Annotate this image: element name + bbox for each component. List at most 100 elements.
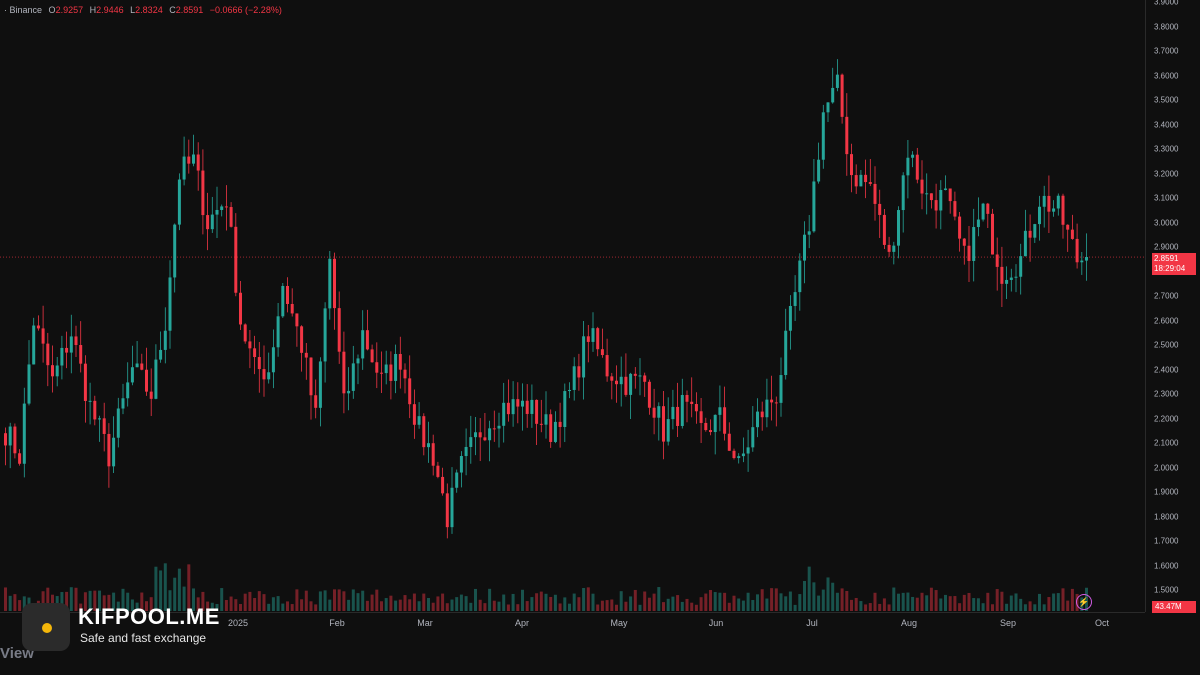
volume-bar [713,592,717,611]
watermark-title: KIFPOOL.ME [78,604,220,629]
candle-body [864,174,868,183]
candle-body [948,188,952,202]
candle-body [304,352,308,358]
volume-bar [8,595,12,611]
volume-bar [1056,593,1060,611]
volume-bar [586,587,590,611]
price-tick-label: 3.8000 [1154,22,1179,31]
time-scale[interactable]: 2025 Feb Mar Apr May Jun Jul Aug Sep Oct [0,612,1145,633]
time-tick-label: Feb [329,618,345,628]
volume-bar [962,594,966,611]
candle-body [765,399,769,418]
logo-dot-icon [42,623,52,633]
candle-body [577,366,581,378]
volume-bar [859,601,863,611]
candle-body [281,285,285,317]
candle-body [901,175,905,211]
volume-bar [1033,604,1037,611]
volume-bar [286,601,289,611]
candle-body [253,348,257,358]
volume-bar [459,594,463,611]
candle-body [431,443,435,466]
volume-bar [525,601,529,611]
chart-area[interactable] [0,0,1145,612]
candle-body [79,345,83,364]
candle-body [760,411,764,418]
candle-body [427,443,430,448]
candle-body [159,349,163,360]
time-tick-label: Mar [417,618,433,628]
price-scale[interactable]: 3.9000 3.8000 3.7000 3.6000 3.5000 3.4000 3.30… [1145,0,1200,612]
volume-bar [718,592,722,611]
candle-body [967,245,971,261]
candle-body [1033,224,1037,238]
volume-bar [342,591,346,611]
candle-body [1080,260,1084,263]
price-tick-label: 3.2000 [1154,169,1179,178]
volume-bar [817,595,821,611]
volume-bar [845,590,849,611]
volume-bar [69,587,73,611]
candle-body [135,363,139,368]
candle-body [1052,208,1056,212]
volume-bar [897,593,900,611]
candle-body [882,214,886,245]
candlestick-chart[interactable] [0,0,1145,612]
candle-body [788,305,792,331]
candle-body [276,316,280,348]
volume-bar [196,597,200,611]
candle-body [892,245,896,252]
volume-bar [939,598,943,611]
volume-bar [1023,604,1027,611]
low-label: L [130,5,136,15]
lightning-icon[interactable]: ⚡ [1076,594,1092,610]
volume-bar [723,592,727,611]
candle-body [394,353,398,381]
volume-bar [478,599,482,611]
candle-body [690,401,694,405]
volume-bar [690,602,694,611]
candle-body [351,363,355,391]
candle-body [196,154,200,171]
price-tick-label: 3.5000 [1154,95,1179,105]
candle-body [657,406,661,418]
candle-body [685,394,689,402]
candle-body [88,400,92,402]
candle-body [915,154,919,180]
candle-body [18,453,22,464]
price-tick-label: 3.7000 [1154,46,1179,56]
volume-bar [337,589,341,611]
volume-bar [662,602,665,611]
volume-bar [1038,593,1041,611]
volume-bar [577,597,581,611]
volume-bar [803,580,806,611]
volume-bar [892,587,896,611]
candle-body [586,336,590,342]
volume-bar [553,594,557,611]
candle-body [1009,277,1013,280]
volume-bar [727,602,731,611]
volume-bar [492,600,496,611]
price-tick-label: 2.7000 [1154,291,1179,301]
candle-body [713,414,717,433]
close-value: 2.8591 [175,5,204,15]
volume-bar [445,603,449,611]
volume-bar [412,593,416,611]
candle-body [182,156,186,180]
candle-body [248,341,252,349]
candle-body [445,493,449,528]
volume-bar [267,603,271,611]
volume-bar [929,587,933,611]
volume-bar [135,602,139,611]
candle-body [986,203,990,214]
volume-bar [610,599,614,611]
volume-bar [807,566,811,611]
candle-body [474,432,477,438]
volume-bar [41,591,45,611]
candle-body [234,226,238,293]
volume-bar [976,598,980,611]
candle-body [925,193,929,195]
candle-body [177,179,181,225]
candle-body [46,343,50,366]
candle-body [859,174,863,187]
